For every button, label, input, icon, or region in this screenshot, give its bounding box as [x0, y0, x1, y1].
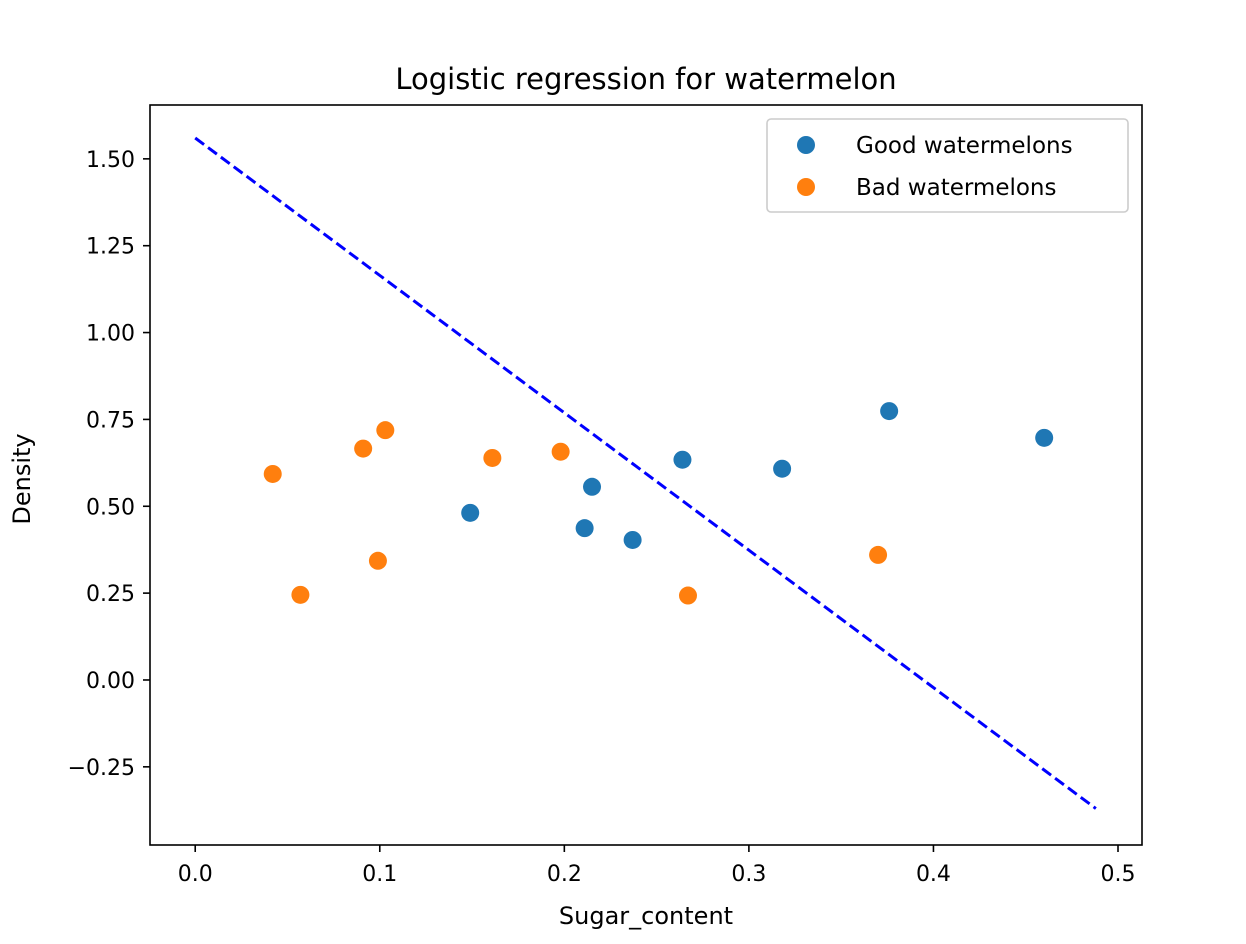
scatter-point [354, 439, 373, 458]
x-tick-label: 0.5 [1101, 862, 1136, 887]
scatter-point [869, 545, 888, 564]
y-tick-label: 0.50 [86, 495, 135, 520]
x-axis-ticks: 0.0 0.1 0.2 0.3 0.4 0.5 [178, 845, 1136, 887]
legend: Good watermelons Bad watermelons [766, 118, 1129, 213]
x-tick-label: 0.2 [547, 862, 582, 887]
legend-label: Good watermelons [856, 133, 1073, 159]
x-tick-label: 0.0 [178, 862, 213, 887]
x-tick-label: 0.4 [916, 862, 951, 887]
scatter-point [291, 585, 310, 604]
y-tick-label: 0.75 [86, 408, 135, 433]
scatter-point [678, 586, 697, 605]
decision-boundary-line [194, 136, 1097, 810]
y-axis-label: Density [8, 433, 36, 524]
y-tick-label: −0.25 [68, 756, 135, 781]
scatter-point [551, 442, 570, 461]
chart-title: Logistic regression for watermelon [395, 62, 896, 96]
scatter-point [575, 519, 594, 538]
x-axis-label: Sugar_content [559, 902, 733, 930]
scatter-point [773, 459, 792, 478]
plot-marks [194, 136, 1097, 810]
legend-marker [797, 136, 815, 154]
x-tick-label: 0.1 [362, 862, 397, 887]
scatter-point [583, 477, 602, 496]
scatter-point [673, 450, 692, 469]
scatter-point [368, 551, 387, 570]
x-tick-label: 0.3 [731, 862, 766, 887]
scatter-point [880, 402, 899, 421]
legend-marker [797, 178, 815, 196]
scatter-point [623, 530, 642, 549]
legend-box [766, 118, 1129, 213]
scatter-point [1035, 428, 1054, 447]
legend-label: Bad watermelons [856, 175, 1057, 201]
scatter-point [263, 464, 282, 483]
y-axis-ticks: −0.25 0.00 0.25 0.50 0.75 1.00 1.25 1.50 [68, 148, 150, 781]
y-tick-label: 1.25 [86, 235, 135, 260]
scatter-point [461, 503, 480, 522]
scatter-point [376, 421, 395, 440]
scatter-point [483, 448, 502, 467]
y-tick-label: 0.00 [86, 669, 135, 694]
y-tick-label: 1.00 [86, 322, 135, 347]
y-tick-label: 0.25 [86, 582, 135, 607]
plot-frame [149, 104, 1143, 846]
y-tick-label: 1.50 [86, 148, 135, 173]
